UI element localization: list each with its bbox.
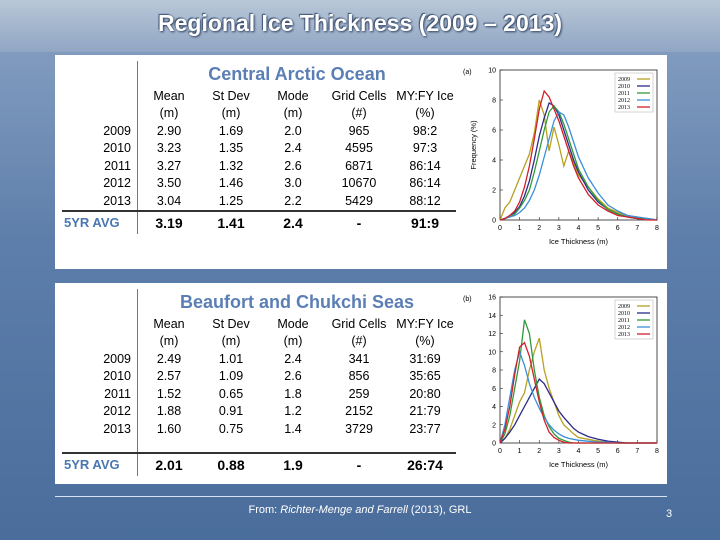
beaufort-chukchi-panel: Beaufort and Chukchi Seas Mean St Dev Mo… xyxy=(55,283,667,484)
region-title: Central Arctic Ocean xyxy=(208,63,386,84)
y-tick-label: 2 xyxy=(492,422,496,429)
header-mode: Mode xyxy=(277,316,309,331)
table-row: 2010 3.23 1.35 2.4 4595 97:3 xyxy=(62,139,456,157)
y-tick-label: 0 xyxy=(492,441,496,448)
table-row: 2011 1.52 0.65 1.8 259 20:80 xyxy=(62,385,456,403)
legend-label: 2011 xyxy=(618,318,630,324)
x-tick-label: 5 xyxy=(596,225,600,232)
average-row: 5YR AVG 3.19 1.41 2.4- 91:9 xyxy=(62,209,456,234)
unit-myfy: (%) xyxy=(415,106,435,121)
panel-label: (a) xyxy=(463,69,472,76)
x-tick-label: 4 xyxy=(577,448,581,455)
unit-myfy: (%) xyxy=(415,334,435,349)
x-tick-label: 7 xyxy=(635,448,639,455)
x-tick-label: 3 xyxy=(557,225,561,232)
x-tick-label: 0 xyxy=(498,225,502,232)
legend-label: 2013 xyxy=(618,332,630,338)
header-myfy: MY:FY Ice xyxy=(396,316,454,331)
header-mean: Mean xyxy=(153,88,185,103)
header-myfy: MY:FY Ice xyxy=(396,88,454,103)
x-tick-label: 8 xyxy=(655,448,659,455)
y-axis-label: Frequency (%) xyxy=(469,120,478,170)
x-tick-label: 2 xyxy=(537,225,541,232)
legend-label: 2010 xyxy=(618,84,630,90)
slide-title: Regional Ice Thickness (2009 – 2013) xyxy=(158,10,562,36)
x-tick-label: 2 xyxy=(537,448,541,455)
y-tick-label: 6 xyxy=(492,128,496,135)
y-tick-label: 14 xyxy=(488,313,496,320)
unit-cells: (#) xyxy=(351,334,367,349)
y-tick-label: 8 xyxy=(492,368,496,375)
legend-label: 2011 xyxy=(618,91,630,97)
header-cells: Grid Cells xyxy=(331,316,387,331)
y-tick-label: 6 xyxy=(492,386,496,393)
x-tick-label: 7 xyxy=(635,225,639,232)
region-title: Beaufort and Chukchi Seas xyxy=(179,291,415,312)
series-line-2013 xyxy=(499,341,657,444)
legend-label: 2012 xyxy=(618,98,630,104)
table-row: 2012 1.88 0.91 1.2 2152 21:79 xyxy=(62,402,456,420)
header-mode: Mode xyxy=(277,88,309,103)
citation-authors: Richter-Menge and Farrell xyxy=(280,504,408,516)
unit-stdev: (m) xyxy=(221,334,241,349)
legend-label: 2012 xyxy=(618,325,630,331)
central-arctic-panel: Central Arctic Ocean Mean St Dev Mode Gr… xyxy=(55,55,667,269)
y-tick-label: 10 xyxy=(488,349,496,356)
footer-divider xyxy=(55,496,667,497)
unit-mean: (m) xyxy=(159,334,179,349)
citation: From: Richter-Menge and Farrell (2013), … xyxy=(248,504,472,516)
table-row: 2009 2.49 1.01 2.4 341 31:69 xyxy=(62,350,456,368)
legend-label: 2013 xyxy=(618,105,630,111)
y-tick-label: 8 xyxy=(492,98,496,105)
unit-mean: (m) xyxy=(159,106,179,121)
unit-mode: (m) xyxy=(283,106,303,121)
table-row: 2011 3.27 1.32 2.6 6871 86:14 xyxy=(62,157,456,175)
x-tick-label: 3 xyxy=(557,448,561,455)
table-row: 2009 2.90 1.69 2.0 965 98:2 xyxy=(62,122,456,140)
x-tick-label: 5 xyxy=(596,448,600,455)
series-line-2012 xyxy=(499,111,658,221)
y-tick-label: 10 xyxy=(488,68,496,75)
x-axis-label: Ice Thickness (m) xyxy=(549,460,609,469)
y-tick-label: 12 xyxy=(488,331,496,338)
x-tick-label: 1 xyxy=(518,225,522,232)
x-tick-label: 1 xyxy=(518,448,522,455)
series-line-2009 xyxy=(499,99,658,221)
x-tick-label: 0 xyxy=(498,448,502,455)
series-line-2013 xyxy=(499,89,657,221)
panel-label: (b) xyxy=(463,296,472,303)
header-stdev: St Dev xyxy=(212,88,250,103)
y-tick-label: 4 xyxy=(492,158,496,165)
unit-mode: (m) xyxy=(283,334,303,349)
header-stdev: St Dev xyxy=(212,316,250,331)
average-row: 5YR AVG 2.01 0.88 1.9- 26:74 xyxy=(62,451,456,476)
table-row: 2012 3.50 1.46 3.0 10670 86:14 xyxy=(62,174,456,192)
header-mean: Mean xyxy=(153,316,185,331)
legend-label: 2009 xyxy=(618,77,630,83)
x-tick-label: 6 xyxy=(616,448,620,455)
thickness-chart-a: (a) 0 1 2 3 4 5 6 7 8 0 2 4 6 8 10 Ice Thickness (m) Freq… xyxy=(463,68,659,247)
x-tick-label: 6 xyxy=(616,225,620,232)
unit-cells: (#) xyxy=(351,106,367,121)
title-band xyxy=(0,0,720,52)
x-tick-label: 4 xyxy=(577,225,581,232)
page-number: 3 xyxy=(666,508,673,520)
y-tick-label: 0 xyxy=(492,218,496,225)
table-row: 2013 3.04 1.25 2.2 5429 88:12 xyxy=(62,192,456,211)
y-tick-label: 4 xyxy=(492,404,496,411)
table-row: 2010 2.57 1.09 2.6 856 35:65 xyxy=(62,367,456,385)
legend-label: 2010 xyxy=(618,311,630,317)
x-axis-label: Ice Thickness (m) xyxy=(549,237,609,246)
series-line-2010 xyxy=(499,378,657,444)
beaufort-chukchi-table: Beaufort and Chukchi Seas Mean St Dev Mo… xyxy=(62,289,456,476)
table-row: 2013 1.60 0.75 1.4 3729 23:77 xyxy=(62,420,456,438)
header-cells: Grid Cells xyxy=(331,88,387,103)
legend-label: 2009 xyxy=(618,304,630,310)
y-tick-label: 2 xyxy=(492,188,496,195)
unit-stdev: (m) xyxy=(221,106,241,121)
central-arctic-table: Central Arctic Ocean Mean St Dev Mode Gr… xyxy=(62,61,456,234)
x-tick-label: 8 xyxy=(655,225,659,232)
y-tick-label: 16 xyxy=(488,295,496,302)
